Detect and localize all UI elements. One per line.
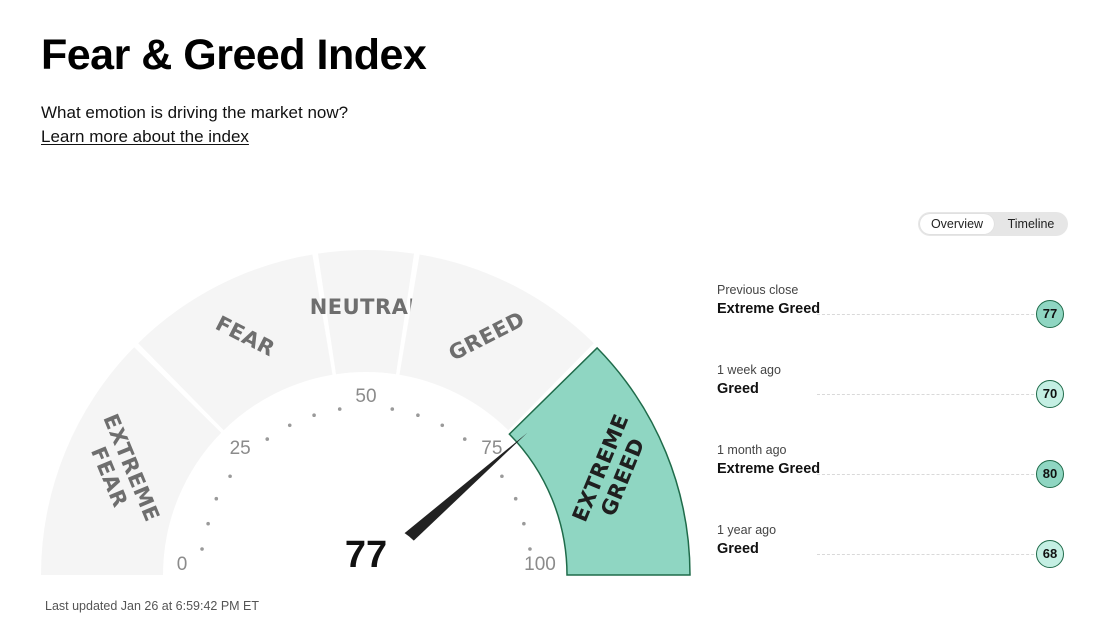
history-period: Previous close (717, 283, 799, 297)
history-period: 1 year ago (717, 523, 777, 537)
gauge-scale-dot (214, 496, 219, 501)
gauge-scale-dot (513, 496, 518, 501)
gauge-tick-label: 75 (481, 438, 502, 459)
gauge-tick-label: 50 (355, 386, 376, 407)
history-value-badge: 80 (1036, 460, 1064, 488)
page-subtitle: What emotion is driving the market now? (41, 103, 349, 122)
gauge-tick-label: 25 (230, 438, 251, 459)
view-toggle: Overview Timeline (918, 212, 1068, 236)
history-item-1-week: 1 week ago Greed 70 (717, 363, 1067, 408)
gauge-scale-dot (312, 413, 316, 418)
history-rating: Greed (717, 541, 759, 557)
gauge-scale-dot (416, 413, 420, 418)
dotted-leader (817, 394, 1059, 395)
gauge-scale-dot (200, 547, 204, 551)
gauge-scale-dot (337, 407, 342, 411)
gauge-segment-fear (138, 254, 333, 431)
history-item-1-year: 1 year ago Greed 68 (717, 523, 1067, 568)
gauge-scale-dot (265, 437, 270, 441)
history-period: 1 month ago (717, 443, 787, 457)
history-period: 1 week ago (717, 363, 781, 377)
gauge-segment-extreme-fear (41, 347, 222, 575)
dotted-leader (817, 314, 1059, 315)
gauge-segment-neutral (317, 250, 415, 375)
dotted-leader (817, 554, 1059, 555)
gauge-scale-dot (228, 474, 232, 479)
timeline-tab[interactable]: Timeline (1007, 217, 1055, 231)
gauge-segment-label: NEUTRAL (310, 295, 423, 319)
gauge-segment-greed (399, 254, 594, 431)
gauge-scale-dot (522, 521, 526, 526)
history-value-badge: 70 (1036, 380, 1064, 408)
gauge-segment-extreme-greed (508, 346, 691, 576)
gauge-scale-dot (462, 437, 467, 441)
gauge-scale-dot (440, 423, 445, 428)
history-value-badge: 77 (1036, 300, 1064, 328)
gauge-hub (298, 521, 434, 589)
gauge-tick-label: 0 (177, 554, 188, 575)
last-updated-text: Last updated Jan 26 at 6:59:42 PM ET (45, 599, 260, 613)
history-rating: Extreme Greed (717, 461, 821, 477)
history-value-badge: 68 (1036, 540, 1064, 568)
history-item-previous-close: Previous close Extreme Greed 77 (717, 283, 1067, 328)
history-rating: Extreme Greed (717, 301, 821, 317)
gauge-scale-dot (528, 547, 532, 551)
gauge-scale-dot (390, 407, 395, 411)
page-title: Fear & Greed Index (41, 31, 427, 79)
gauge-scale-dot (287, 423, 292, 428)
gauge-scale-dot (500, 474, 504, 479)
overview-tab[interactable]: Overview (920, 214, 994, 234)
gauge-scale-dot (206, 521, 210, 526)
gauge-tick-label: 100 (524, 554, 556, 575)
dotted-leader (817, 474, 1059, 475)
history-rating: Greed (717, 381, 759, 397)
history-item-1-month: 1 month ago Extreme Greed 80 (717, 443, 1067, 488)
gauge-score-value: 77 (345, 534, 387, 576)
learn-more-link[interactable]: Learn more about the index (41, 127, 249, 146)
